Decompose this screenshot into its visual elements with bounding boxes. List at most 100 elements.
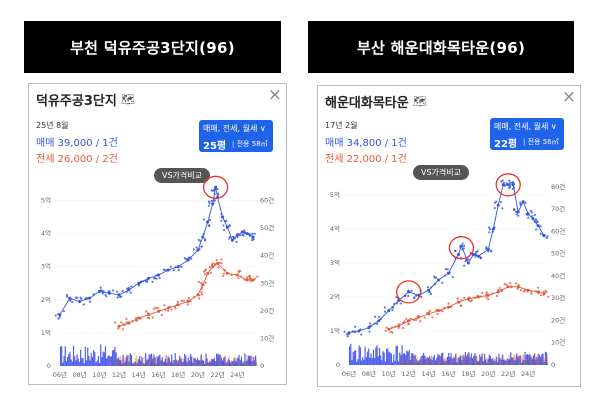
y-left-tick-label: 0	[47, 362, 51, 370]
volume-bar-sale	[540, 356, 542, 365]
volume-bar-sale	[455, 353, 457, 365]
sale-price-line-scatter	[444, 274, 447, 277]
volume-bar-sale	[236, 361, 238, 366]
jeonse-price-line-scatter	[138, 316, 141, 320]
jeonse-price-line-scatter	[208, 265, 211, 269]
volume-bar-sale	[491, 358, 493, 365]
volume-bar-sale	[530, 356, 532, 365]
jeonse-price-line-scatter	[537, 290, 541, 293]
sale-price-line-scatter	[520, 203, 523, 206]
volume-bar-jeonse	[485, 357, 487, 365]
x-tick-label: 12년	[402, 369, 416, 378]
volume-bar-sale	[227, 358, 230, 366]
vs-compare-button[interactable]: VS가격비교	[154, 168, 210, 183]
jeonse-price-line-scatter	[389, 330, 392, 334]
y-right-tick-label: 70건	[551, 204, 565, 213]
volume-bar-sale	[165, 358, 167, 366]
sale-price-line-scatter	[499, 201, 502, 204]
volume-bar-sale	[167, 356, 169, 366]
jeonse-price-line-scatter	[120, 321, 123, 324]
volume-bar-sale	[507, 359, 509, 365]
sale-price-line-scatter	[214, 186, 217, 189]
highlight-circle	[495, 173, 521, 197]
sale-price-line-point	[78, 299, 82, 303]
map-icon[interactable]: 🗺	[120, 93, 135, 106]
sale-price-line-scatter	[169, 265, 172, 268]
jeonse-price-line-scatter	[245, 276, 249, 279]
volume-bar-sale	[486, 362, 488, 365]
sale-price-line-scatter	[101, 289, 104, 292]
x-tick-label: 14년	[132, 370, 146, 379]
jeonse-price-line-scatter	[256, 275, 259, 278]
jeonse-price-line-point	[486, 293, 490, 297]
sale-price-line-scatter	[367, 326, 371, 330]
volume-bar-sale	[201, 359, 204, 366]
sale-price-line-scatter	[65, 293, 69, 296]
sale-price-line	[59, 187, 254, 315]
volume-bar-sale	[356, 361, 358, 365]
volume-bar-sale	[133, 363, 135, 366]
sale-price-line-scatter	[487, 250, 490, 253]
y-left-tick-label: 4억	[330, 225, 340, 233]
jeonse-price-line-scatter	[211, 262, 214, 265]
volume-bar-sale	[414, 355, 416, 365]
jeonse-price-line-scatter	[151, 316, 154, 319]
sale-price-line-scatter	[120, 295, 123, 298]
x-tick-label: 08년	[362, 369, 376, 378]
volume-bar-sale	[191, 356, 193, 366]
jeonse-price-line-scatter	[463, 296, 466, 300]
close-icon[interactable]: ×	[267, 85, 282, 105]
volume-bar-sale	[95, 362, 97, 366]
sale-price-line-scatter	[501, 207, 504, 210]
sale-price-line-scatter	[235, 240, 238, 244]
x-tick-label: 12년	[112, 370, 126, 379]
y-right-tick-label: 10건	[551, 338, 565, 347]
jeonse-price-line-scatter	[198, 294, 201, 297]
jeonse-price-line-scatter	[469, 300, 472, 303]
map-icon[interactable]: 🗺	[412, 95, 427, 108]
jeonse-price-line-scatter	[248, 275, 251, 278]
trade-type-filter[interactable]: 매매, 전세, 월세 ∨ 25평 | 전용 58㎡	[199, 120, 273, 152]
sale-price-line-scatter	[429, 292, 433, 295]
volume-bar-sale	[522, 362, 524, 365]
volume-bar-sale	[130, 355, 133, 366]
volume-bar-sale	[448, 352, 450, 365]
volume-bar-jeonse	[121, 359, 123, 366]
sale-price-line-scatter	[174, 266, 177, 269]
volume-bar-sale	[85, 360, 88, 366]
jeonse-price-line-scatter	[121, 328, 124, 331]
y-left-tick-label: 4억	[41, 230, 51, 238]
sale-price-line-scatter	[545, 236, 548, 239]
jeonse-price-line-scatter	[427, 311, 431, 314]
sale-price-line-scatter	[354, 325, 357, 328]
close-icon[interactable]: ×	[561, 87, 576, 107]
volume-bar-sale	[403, 353, 406, 365]
volume-bar-sale	[501, 354, 504, 365]
sale-price-line-scatter	[228, 224, 231, 227]
volume-bar-sale	[541, 354, 543, 365]
y-left-tick-label: 0	[336, 361, 340, 369]
sale-price-line-scatter	[251, 232, 254, 235]
y-right-tick-label: 40건	[551, 271, 565, 280]
sale-price-line-scatter	[433, 275, 436, 278]
jeonse-price-line-scatter	[423, 316, 426, 319]
highlight-circle	[202, 175, 229, 199]
volume-bar-sale	[70, 359, 72, 366]
sale-price-line-scatter	[69, 298, 72, 301]
jeonse-price-line-scatter	[514, 282, 518, 285]
jeonse-price-line-point	[387, 327, 391, 331]
jeonse-price-line-scatter	[537, 292, 541, 295]
vs-compare-button[interactable]: VS가격비교	[413, 165, 469, 180]
sale-price-line-point	[486, 247, 490, 251]
filter-pyeong: 22평	[494, 139, 518, 150]
sale-price-line-point	[230, 238, 234, 242]
sale-price-line-scatter	[101, 292, 104, 295]
volume-bar-sale	[187, 357, 189, 366]
volume-bar-sale	[498, 353, 500, 365]
volume-bar-sale	[385, 348, 388, 365]
trade-type-filter[interactable]: 매매, 전세, 월세 ∨ 22평 | 전용 56㎡	[490, 118, 564, 150]
sale-price-line-scatter	[413, 296, 416, 300]
sale-price-line-scatter	[511, 181, 515, 184]
sale-price-line-point	[201, 235, 205, 239]
volume-bar-jeonse	[494, 358, 496, 365]
